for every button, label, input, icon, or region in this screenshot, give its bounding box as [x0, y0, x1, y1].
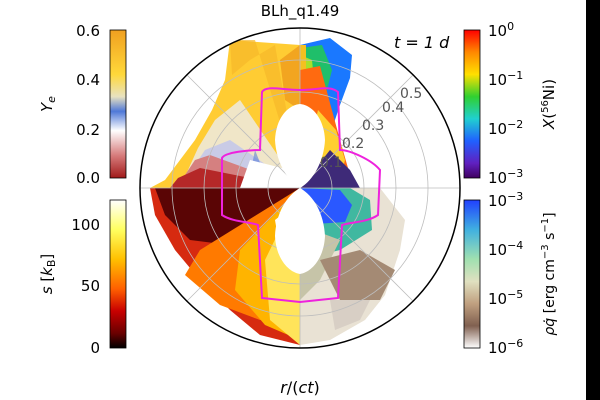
- cbar-ni-tick-0: 100: [488, 20, 514, 40]
- cbar-q-tick-3: 10−6: [488, 337, 523, 357]
- cbar-q-tick-2: 10−5: [488, 288, 523, 308]
- cbar-q-tick-1: 10−4: [488, 239, 523, 259]
- radial-tick-0.1: 0.1: [320, 155, 342, 171]
- radial-tick-0.4: 0.4: [382, 100, 404, 116]
- colorbar-q: 10−3 10−4 10−5 10−6 ρq̇ [erg cm−3 s−1]: [463, 190, 558, 357]
- radial-tick-0.2: 0.2: [342, 136, 364, 152]
- inner-lobes: [275, 104, 325, 274]
- cbar-s-tick-2: 0: [90, 339, 100, 357]
- cbar-ni-tick-1: 10−1: [488, 69, 523, 89]
- quadrant-ye: [150, 40, 300, 188]
- quadrant-ni: [300, 38, 360, 188]
- cbar-ye-tick-1: 0.4: [76, 71, 100, 89]
- cbar-q-label: ρq̇ [erg cm−3 s−1]: [540, 212, 558, 335]
- cbar-s-tick-1: 50: [81, 277, 100, 295]
- cbar-ye-label: Ye: [38, 96, 58, 112]
- cbar-ni-label: X(56Ni): [540, 79, 558, 130]
- cbar-ni-tick-3: 10−3: [488, 167, 523, 187]
- cbar-q-tick-0: 10−3: [488, 190, 523, 210]
- cbar-ye-tick-0: 0.6: [76, 22, 100, 40]
- time-label: t = 1 d: [394, 33, 450, 52]
- cbar-s-label: s [kB]: [38, 254, 58, 295]
- cbar-ni-tick-2: 10−2: [488, 118, 523, 138]
- polar-frame: [139, 27, 461, 349]
- cbar-ye-tick-2: 0.2: [76, 121, 100, 139]
- colorbar-s: 100 50 0 s [kB]: [38, 199, 127, 357]
- x-axis-label: r/(ct): [280, 378, 320, 397]
- polar-plot-area: 0.1 0.2 0.3 0.4 0.5: [140, 28, 460, 348]
- colorbar-ye: 0.6 0.4 0.2 0.0 Ye: [38, 22, 127, 187]
- cbar-s-tick-0: 100: [71, 216, 100, 234]
- radial-tick-0.5: 0.5: [400, 86, 422, 102]
- cbar-ye-tick-3: 0.0: [76, 169, 100, 187]
- right-edge-bar: [586, 0, 600, 400]
- contour-line: [221, 87, 382, 304]
- radial-tick-0.3: 0.3: [362, 118, 384, 134]
- chart-title: BLh_q1.49: [261, 2, 340, 21]
- colorbar-ni: 100 10−1 10−2 10−3 X(56Ni): [463, 20, 558, 187]
